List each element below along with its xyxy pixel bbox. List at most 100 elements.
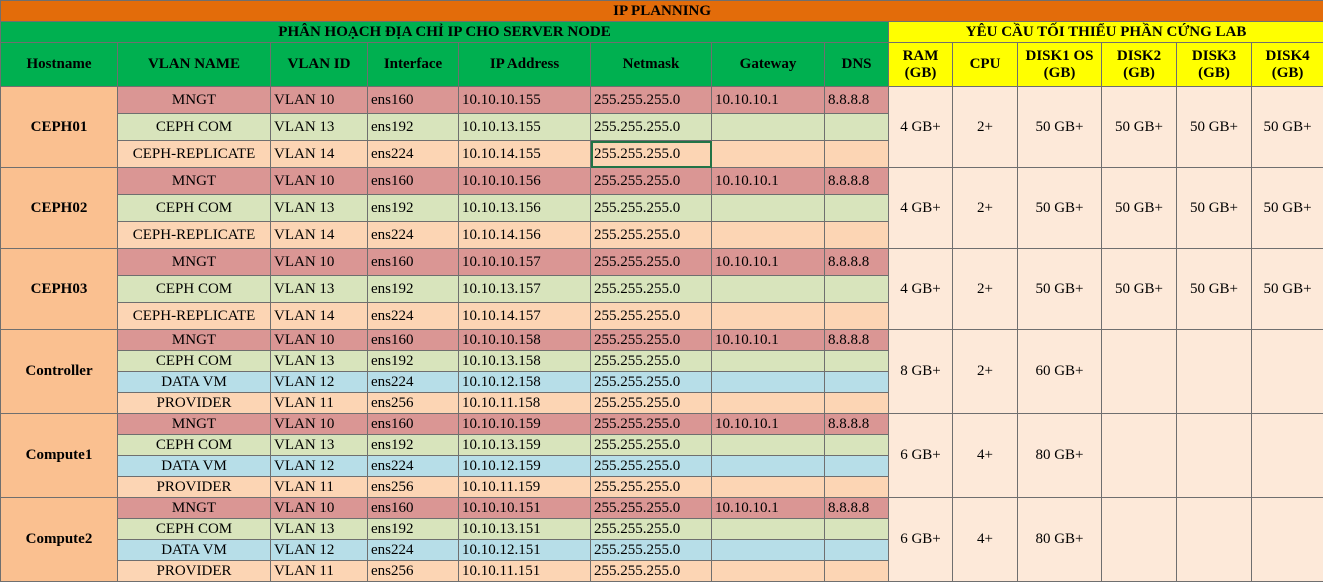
vlan-id-cell[interactable]: VLAN 13 xyxy=(270,275,368,303)
hostname-cell[interactable]: Compute2 xyxy=(0,497,118,582)
header-ip-address[interactable]: IP Address xyxy=(458,42,591,87)
netmask-cell[interactable]: 255.255.255.0 xyxy=(590,476,712,498)
vlan-id-cell[interactable]: VLAN 11 xyxy=(270,560,368,582)
ram-cell[interactable]: 4 GB+ xyxy=(888,248,953,330)
dns-cell[interactable] xyxy=(824,302,889,330)
dns-cell[interactable] xyxy=(824,518,889,540)
disk3-cell[interactable] xyxy=(1176,329,1252,414)
disk3-cell[interactable]: 50 GB+ xyxy=(1176,167,1252,249)
interface-cell[interactable]: ens224 xyxy=(367,455,459,477)
disk3-cell[interactable] xyxy=(1176,497,1252,582)
gateway-cell[interactable] xyxy=(711,476,825,498)
gateway-cell[interactable] xyxy=(711,194,825,222)
ip-address-cell[interactable]: 10.10.11.158 xyxy=(458,392,591,414)
ip-address-cell[interactable]: 10.10.14.156 xyxy=(458,221,591,249)
interface-cell[interactable]: ens224 xyxy=(367,302,459,330)
vlan-id-cell[interactable]: VLAN 12 xyxy=(270,371,368,393)
interface-cell[interactable]: ens256 xyxy=(367,560,459,582)
vlan-id-cell[interactable]: VLAN 10 xyxy=(270,413,368,435)
cpu-cell[interactable]: 4+ xyxy=(952,497,1018,582)
ip-address-cell[interactable]: 10.10.10.157 xyxy=(458,248,591,276)
disk1-cell[interactable]: 80 GB+ xyxy=(1017,413,1102,498)
vlan-name-cell[interactable]: DATA VM xyxy=(117,539,271,561)
vlan-id-cell[interactable]: VLAN 11 xyxy=(270,392,368,414)
dns-cell[interactable] xyxy=(824,476,889,498)
vlan-id-cell[interactable]: VLAN 13 xyxy=(270,434,368,456)
header-disk1[interactable]: DISK1 OS (GB) xyxy=(1017,42,1102,87)
vlan-name-cell[interactable]: DATA VM xyxy=(117,371,271,393)
dns-cell[interactable]: 8.8.8.8 xyxy=(824,413,889,435)
interface-cell[interactable]: ens160 xyxy=(367,86,459,114)
disk4-cell[interactable]: 50 GB+ xyxy=(1250,248,1323,330)
vlan-name-cell[interactable]: CEPH-REPLICATE xyxy=(117,140,271,168)
header-vlan-name[interactable]: VLAN NAME xyxy=(117,42,271,87)
vlan-name-cell[interactable]: MNGT xyxy=(117,167,271,195)
gateway-cell[interactable]: 10.10.10.1 xyxy=(711,167,825,195)
dns-cell[interactable] xyxy=(824,221,889,249)
ip-address-cell[interactable]: 10.10.12.158 xyxy=(458,371,591,393)
ip-address-cell[interactable]: 10.10.13.155 xyxy=(458,113,591,141)
netmask-cell[interactable]: 255.255.255.0 xyxy=(590,194,712,222)
netmask-cell[interactable]: 255.255.255.0 xyxy=(590,497,712,519)
disk1-cell[interactable]: 80 GB+ xyxy=(1017,497,1102,582)
header-cpu[interactable]: CPU xyxy=(952,42,1018,87)
interface-cell[interactable]: ens192 xyxy=(367,350,459,372)
vlan-name-cell[interactable]: CEPH COM xyxy=(117,350,271,372)
ip-address-cell[interactable]: 10.10.10.158 xyxy=(458,329,591,351)
netmask-cell[interactable]: 255.255.255.0 xyxy=(590,413,712,435)
gateway-cell[interactable]: 10.10.10.1 xyxy=(711,413,825,435)
gateway-cell[interactable] xyxy=(711,518,825,540)
vlan-id-cell[interactable]: VLAN 11 xyxy=(270,476,368,498)
dns-cell[interactable]: 8.8.8.8 xyxy=(824,497,889,519)
vlan-name-cell[interactable]: CEPH COM xyxy=(117,518,271,540)
netmask-cell[interactable]: 255.255.255.0 xyxy=(590,392,712,414)
vlan-id-cell[interactable]: VLAN 10 xyxy=(270,86,368,114)
gateway-cell[interactable]: 10.10.10.1 xyxy=(711,329,825,351)
ram-cell[interactable]: 4 GB+ xyxy=(888,167,953,249)
interface-cell[interactable]: ens256 xyxy=(367,476,459,498)
ip-address-cell[interactable]: 10.10.13.151 xyxy=(458,518,591,540)
vlan-id-cell[interactable]: VLAN 14 xyxy=(270,221,368,249)
interface-cell[interactable]: ens192 xyxy=(367,194,459,222)
dns-cell[interactable] xyxy=(824,275,889,303)
vlan-id-cell[interactable]: VLAN 10 xyxy=(270,329,368,351)
section-hw-header[interactable]: YÊU CẦU TỐI THIỂU PHẦN CỨNG LAB xyxy=(887,21,1323,43)
disk2-cell[interactable]: 50 GB+ xyxy=(1101,86,1177,168)
interface-cell[interactable]: ens192 xyxy=(367,518,459,540)
disk2-cell[interactable] xyxy=(1101,497,1177,582)
gateway-cell[interactable] xyxy=(711,350,825,372)
gateway-cell[interactable] xyxy=(711,113,825,141)
dns-cell[interactable] xyxy=(824,371,889,393)
vlan-id-cell[interactable]: VLAN 14 xyxy=(270,140,368,168)
disk1-cell[interactable]: 50 GB+ xyxy=(1017,86,1102,168)
vlan-id-cell[interactable]: VLAN 13 xyxy=(270,194,368,222)
interface-cell[interactable]: ens160 xyxy=(367,248,459,276)
netmask-cell[interactable]: 255.255.255.0 xyxy=(590,113,712,141)
cpu-cell[interactable]: 2+ xyxy=(952,248,1018,330)
header-hostname[interactable]: Hostname xyxy=(0,42,118,87)
vlan-name-cell[interactable]: MNGT xyxy=(117,248,271,276)
netmask-cell[interactable]: 255.255.255.0 xyxy=(590,455,712,477)
title-cell[interactable]: IP PLANNING xyxy=(0,0,1323,22)
vlan-name-cell[interactable]: CEPH-REPLICATE xyxy=(117,302,271,330)
vlan-name-cell[interactable]: MNGT xyxy=(117,329,271,351)
netmask-cell[interactable]: 255.255.255.0 xyxy=(590,518,712,540)
header-gateway[interactable]: Gateway xyxy=(711,42,825,87)
dns-cell[interactable]: 8.8.8.8 xyxy=(824,248,889,276)
vlan-name-cell[interactable]: CEPH COM xyxy=(117,113,271,141)
vlan-name-cell[interactable]: MNGT xyxy=(117,413,271,435)
netmask-cell[interactable]: 255.255.255.0 xyxy=(590,539,712,561)
gateway-cell[interactable] xyxy=(711,371,825,393)
interface-cell[interactable]: ens192 xyxy=(367,434,459,456)
vlan-id-cell[interactable]: VLAN 10 xyxy=(270,497,368,519)
gateway-cell[interactable] xyxy=(711,455,825,477)
gateway-cell[interactable] xyxy=(711,560,825,582)
gateway-cell[interactable] xyxy=(711,275,825,303)
netmask-cell[interactable]: 255.255.255.0 xyxy=(590,275,712,303)
ip-address-cell[interactable]: 10.10.13.159 xyxy=(458,434,591,456)
ip-address-cell[interactable]: 10.10.10.151 xyxy=(458,497,591,519)
vlan-name-cell[interactable]: CEPH-REPLICATE xyxy=(117,221,271,249)
interface-cell[interactable]: ens160 xyxy=(367,497,459,519)
gateway-cell[interactable] xyxy=(711,392,825,414)
vlan-name-cell[interactable]: PROVIDER xyxy=(117,560,271,582)
